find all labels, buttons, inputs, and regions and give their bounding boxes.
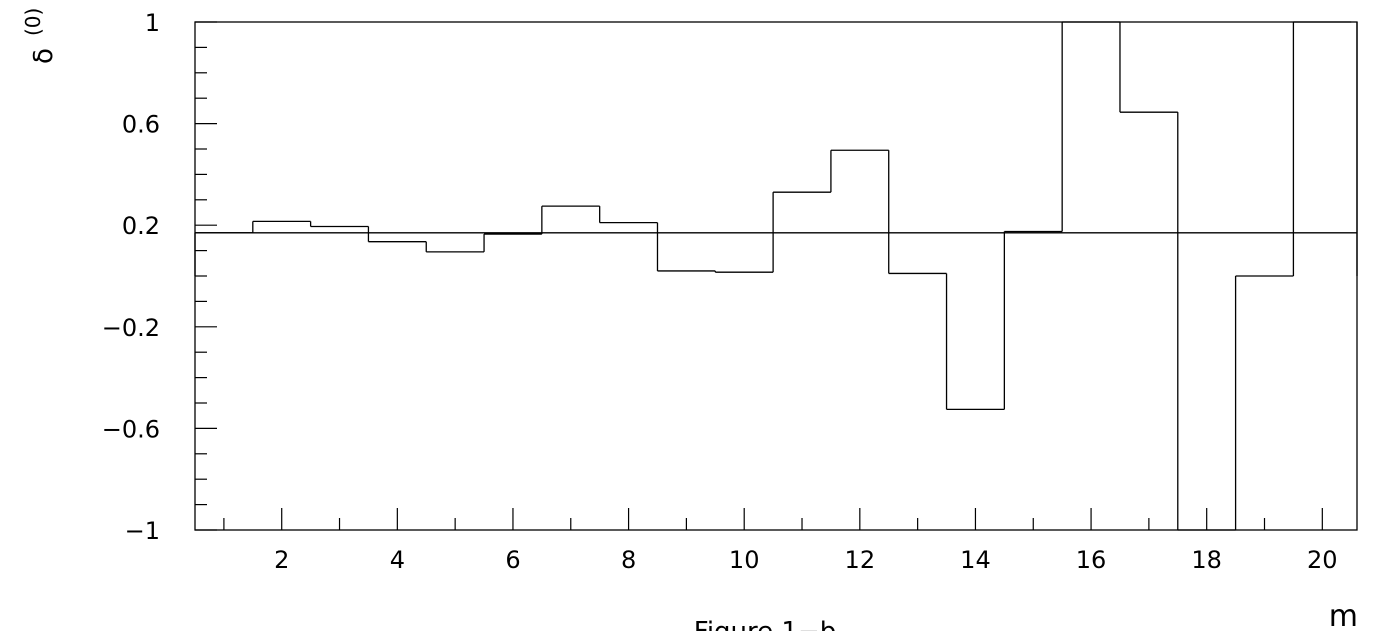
y-tick-label: 0.6: [122, 111, 160, 139]
x-axis-title: m: [1329, 599, 1358, 631]
x-tick-label: 10: [729, 546, 760, 574]
x-tick-label: 18: [1191, 546, 1222, 574]
x-tick-label: 14: [960, 546, 991, 574]
y-tick-label: 1: [145, 9, 160, 37]
y-tick-label: −0.2: [102, 314, 160, 342]
x-tick-label: 12: [845, 546, 876, 574]
y-tick-label: −0.6: [102, 415, 160, 443]
x-tick-label: 4: [390, 546, 405, 574]
x-tick-label: 16: [1076, 546, 1107, 574]
figure-caption: Figure 1−b: [694, 617, 836, 631]
x-tick-label: 20: [1307, 546, 1338, 574]
x-tick-label: 6: [505, 546, 520, 574]
plot-frame: [194, 21, 1358, 531]
y-tick-label: 0.2: [122, 212, 160, 240]
y-axis-title: δ: [29, 48, 59, 64]
plot-border: [194, 21, 1358, 531]
x-tick-label: 2: [274, 546, 289, 574]
y-axis-title-superscript: (0): [21, 8, 45, 36]
y-tick-label: −1: [125, 517, 160, 545]
x-tick-label: 8: [621, 546, 636, 574]
x-axis-ticks: 2 4 6 8 10 12 14 16 18 20: [223, 508, 1338, 574]
histogram-layer: [194, 21, 1358, 531]
y-axis-ticks: 1 0.6 0.2 −0.2 −0.6 −1: [102, 9, 217, 545]
